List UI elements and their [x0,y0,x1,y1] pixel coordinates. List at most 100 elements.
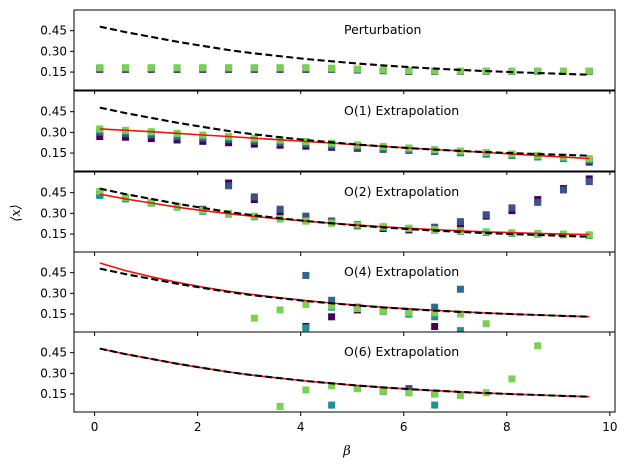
data-point-order-3 [122,64,130,72]
x-tick-label: 10 [602,420,617,434]
panel-plot-area [96,106,593,166]
data-point-order-3 [302,64,310,72]
data-point-order-2 [250,193,258,201]
panel-5: 0.15 0.30 0.45 O(6) Extrapolation [40,331,616,416]
data-point-order-3 [508,375,516,383]
data-point-order-4 [431,309,439,317]
data-point-order-3 [302,386,310,394]
data-point-order-3 [199,64,207,72]
panel-3: 0.15 0.30 0.45 O(2) Extrapolation [40,163,616,256]
data-point-order-3 [276,402,284,410]
data-point-order-4 [302,300,310,308]
y-tick-label: 0.15 [40,307,67,321]
y-tick-label: 0.30 [40,44,67,58]
data-point-order-3 [173,64,181,72]
data-point-order-3 [559,67,567,75]
data-point-order-3 [534,67,542,75]
data-point-order-4 [456,310,464,318]
data-point-order-2 [456,285,464,293]
data-point-order-1 [96,133,104,141]
data-point-order-3 [534,342,542,350]
exact-curve [99,347,590,398]
data-point-order-2 [585,178,593,186]
data-point-order-2 [328,401,336,409]
y-tick-label: 0.45 [40,24,67,38]
x-tick-label: 6 [400,420,408,434]
panel-label: O(4) Extrapolation [344,264,459,279]
data-point-order-2 [456,218,464,226]
data-point-order-3 [405,67,413,75]
x-tick-label: 8 [503,420,511,434]
data-point-order-3 [431,67,439,75]
data-point-order-4 [353,305,361,313]
y-tick-label: 0.45 [40,266,67,280]
data-point-order-2 [276,205,284,213]
data-point-order-3 [96,191,104,199]
panel-label: O(1) Extrapolation [344,103,459,118]
data-point-order-3 [379,387,387,395]
data-point-order-3 [456,67,464,75]
panel-frame [73,90,616,172]
exact-curve [99,25,590,76]
data-point-order-2 [482,211,490,219]
data-point-order-3 [328,64,336,72]
data-point-order-3 [456,391,464,399]
data-point-order-2 [431,401,439,409]
data-point-order-4 [276,306,284,314]
panel-plot-area [99,262,590,332]
data-point-order-3 [585,67,593,75]
x-axis-ticks: 0 2 4 6 8 10 [91,420,618,434]
data-point-order-2 [431,303,439,311]
data-point-order-2 [534,198,542,206]
panel-plot-area [96,163,593,239]
data-point-order-2 [302,271,310,279]
data-point-order-2 [302,212,310,220]
panels-layer: 0.15 0.30 0.45 Perturbation 0.15 0.30 0.45 O(1)… [40,9,616,416]
exact-curve [99,267,590,318]
data-point-order-3 [250,64,258,72]
data-point-order-3 [353,385,361,393]
y-tick-label: 0.30 [40,366,67,380]
y-tick-label: 0.15 [40,227,67,241]
exact-curve [99,106,590,157]
y-axis-title: ⟨x⟩ [9,204,24,221]
y-tick-label: 0.45 [40,186,67,200]
y-tick-label: 0.15 [40,387,67,401]
data-point-order-1 [199,163,206,170]
data-point-order-4 [96,125,104,133]
panel-label: Perturbation [344,22,421,37]
y-tick-label: 0.30 [40,125,67,139]
y-tick-label: 0.45 [40,105,67,119]
panel-frame [73,331,616,413]
panel-label: O(2) Extrapolation [344,184,459,199]
data-point-order-2 [328,296,336,304]
panel-1: 0.15 0.30 0.45 Perturbation [40,9,616,94]
data-point-order-3 [431,313,439,321]
data-point-order-4 [405,309,413,317]
data-point-order-2 [508,204,516,212]
panel-plot-area [99,342,590,410]
data-point-order-3 [456,327,464,332]
data-point-order-3 [353,65,361,73]
x-tick-label: 4 [297,420,305,434]
y-tick-label: 0.15 [40,65,67,79]
panel-2: 0.15 0.30 0.45 O(1) Extrapolation [40,90,616,175]
data-point-order-4 [482,320,490,328]
data-point-order-3 [302,324,310,332]
data-point-order-2 [225,182,233,190]
data-point-order-3 [379,66,387,74]
data-point-order-1 [328,313,336,321]
data-point-order-4 [585,231,593,239]
panel-frame [73,9,616,91]
y-tick-label: 0.30 [40,206,67,220]
data-point-order-4 [328,302,336,310]
data-point-order-4 [379,307,387,315]
y-tick-label: 0.15 [40,146,67,160]
data-point-order-3 [405,389,413,397]
panel-plot-area [96,25,593,76]
y-tick-label: 0.45 [40,346,67,360]
data-point-order-4 [585,155,593,163]
x-tick-label: 2 [194,420,202,434]
panel-label: O(6) Extrapolation [344,344,459,359]
